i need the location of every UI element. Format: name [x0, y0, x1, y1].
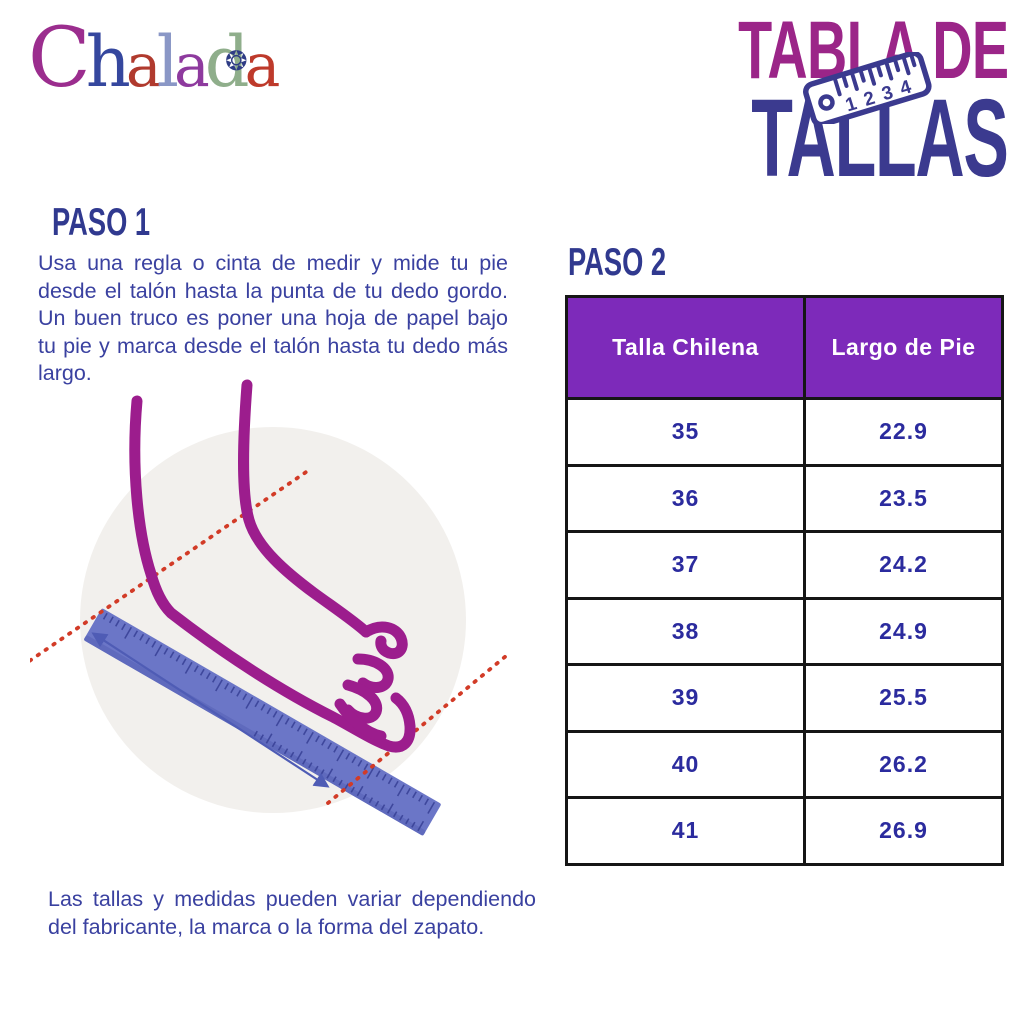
talla-cell: 35	[565, 397, 806, 467]
logo-letter: a	[244, 31, 281, 101]
disclaimer-note: Las tallas y medidas pueden variar depen…	[48, 887, 536, 939]
talla-cell: 39	[565, 663, 806, 733]
talla-cell: 37	[565, 530, 806, 600]
heel-dotted-line	[30, 466, 314, 663]
largo-cell: 26.9	[803, 796, 1004, 866]
talla-cell: 38	[565, 596, 806, 666]
header-talla-chilena: Talla Chilena	[565, 295, 806, 400]
largo-cell: 23.5	[803, 463, 1004, 533]
toe-dotted-line	[326, 654, 508, 805]
measure-arrow	[91, 632, 330, 788]
talla-cell: 41	[565, 796, 806, 866]
mandala-icon: ❂	[225, 46, 248, 77]
foot-measuring-illustration	[30, 379, 508, 836]
table-header-row: Talla Chilena Largo de Pie	[565, 295, 1004, 400]
largo-cell: 22.9	[803, 397, 1004, 467]
logo-letter: l	[156, 21, 180, 103]
table-row: 37 24.2	[565, 530, 1004, 600]
talla-cell: 40	[565, 729, 806, 799]
logo-letter: C	[28, 11, 91, 106]
foot-outline	[129, 379, 416, 753]
table-row: 39 25.5	[565, 663, 1004, 733]
talla-cell: 36	[565, 463, 806, 533]
brand-logo: Chalada ❂	[28, 11, 281, 108]
ruler-icon: 1 2 3 4	[803, 52, 932, 124]
logo-letter: a	[174, 31, 210, 101]
largo-cell: 24.2	[803, 530, 1004, 600]
logo-letter: h	[85, 21, 131, 103]
table-row: 41 26.9	[565, 796, 1004, 866]
header-largo-de-pie: Largo de Pie	[803, 295, 1004, 400]
table-row: 35 22.9	[565, 397, 1004, 467]
logo-letter: a	[125, 31, 162, 101]
paso2-heading: PASO 2	[568, 241, 667, 284]
logo-letter: d	[204, 21, 250, 103]
largo-cell: 26.2	[803, 729, 1004, 799]
table-row: 40 26.2	[565, 729, 1004, 799]
table-row: 36 23.5	[565, 463, 1004, 533]
size-table: Talla Chilena Largo de Pie 35 22.9 36 23.5…	[565, 295, 1004, 866]
paso1-heading: PASO 1	[52, 201, 151, 244]
table-row: 38 24.9	[565, 596, 1004, 666]
largo-cell: 24.9	[803, 596, 1004, 666]
largo-cell: 25.5	[803, 663, 1004, 733]
paso1-instructions: Usa una regla o cinta de medir y mide tu…	[38, 251, 508, 386]
